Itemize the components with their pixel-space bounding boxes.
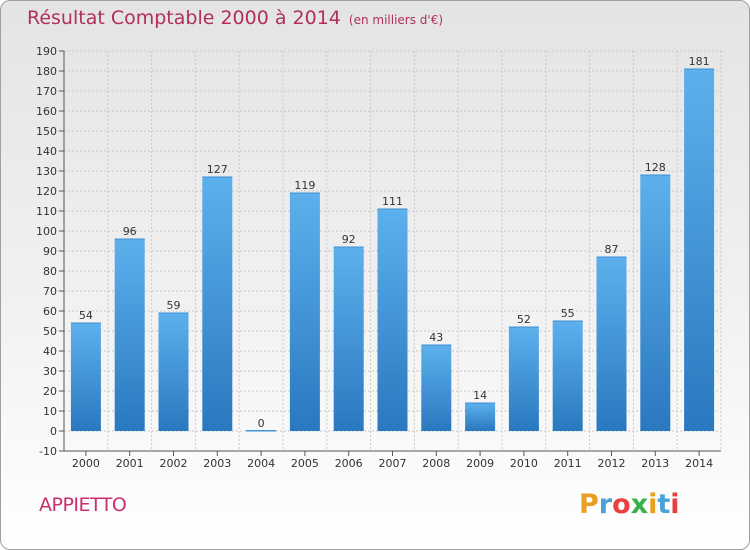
logo-letter: o bbox=[612, 489, 631, 520]
logo-letter: i bbox=[648, 489, 658, 520]
bar bbox=[114, 239, 145, 431]
bar bbox=[158, 313, 189, 431]
y-tick-label: 110 bbox=[36, 205, 57, 218]
y-tick-label: 190 bbox=[36, 45, 57, 58]
town-name: APPIETTO bbox=[39, 494, 127, 516]
x-tick-label: 2003 bbox=[203, 457, 231, 470]
data-label: 59 bbox=[167, 299, 181, 312]
y-tick-label: 150 bbox=[36, 125, 57, 138]
x-tick-label: 2014 bbox=[685, 457, 713, 470]
y-tick-label: 130 bbox=[36, 165, 57, 178]
y-tick-label: 60 bbox=[43, 305, 57, 318]
bar bbox=[684, 69, 715, 431]
data-label: 0 bbox=[258, 417, 265, 430]
bar bbox=[465, 403, 496, 431]
bar bbox=[640, 175, 671, 431]
bar bbox=[202, 177, 233, 431]
axes: -100102030405060708090100110120130140150… bbox=[36, 45, 721, 470]
bar bbox=[289, 193, 320, 431]
data-label: 128 bbox=[645, 161, 666, 174]
bar bbox=[333, 247, 364, 431]
data-label: 92 bbox=[342, 233, 356, 246]
bar bbox=[552, 321, 583, 431]
data-label: 181 bbox=[689, 55, 710, 68]
y-tick-label: 90 bbox=[43, 245, 57, 258]
logo-letter: i bbox=[670, 489, 680, 520]
logo-letter: t bbox=[657, 489, 671, 520]
bar bbox=[508, 327, 539, 431]
data-label: 111 bbox=[382, 195, 403, 208]
x-tick-label: 2000 bbox=[72, 457, 100, 470]
proxiti-logo[interactable]: Proxiti bbox=[579, 489, 680, 520]
y-tick-label: 160 bbox=[36, 105, 57, 118]
logo-letter: x bbox=[630, 489, 649, 520]
y-tick-label: 170 bbox=[36, 85, 57, 98]
logo-letter: P bbox=[579, 489, 599, 520]
data-label: 127 bbox=[207, 163, 228, 176]
subtitle-text: (en milliers d'€) bbox=[348, 13, 444, 27]
data-label: 43 bbox=[429, 331, 443, 344]
x-tick-label: 2005 bbox=[291, 457, 319, 470]
x-tick-label: 2009 bbox=[466, 457, 494, 470]
y-tick-label: 70 bbox=[43, 285, 57, 298]
data-label: 55 bbox=[561, 307, 575, 320]
x-tick-label: 2007 bbox=[379, 457, 407, 470]
data-label: 87 bbox=[605, 243, 619, 256]
title-text: Résultat Comptable 2000 à 2014 bbox=[27, 7, 341, 29]
bar bbox=[377, 209, 408, 431]
y-tick-label: 100 bbox=[36, 225, 57, 238]
x-tick-label: 2012 bbox=[598, 457, 626, 470]
y-tick-label: 30 bbox=[43, 365, 57, 378]
chart-title: Résultat Comptable 2000 à 2014 (en millie… bbox=[27, 7, 443, 29]
y-tick-label: 80 bbox=[43, 265, 57, 278]
x-tick-label: 2013 bbox=[641, 457, 669, 470]
bars bbox=[70, 68, 715, 432]
y-tick-label: 40 bbox=[43, 345, 57, 358]
y-tick-label: 140 bbox=[36, 145, 57, 158]
y-tick-label: 120 bbox=[36, 185, 57, 198]
y-tick-label: 10 bbox=[43, 405, 57, 418]
x-tick-label: 2011 bbox=[554, 457, 582, 470]
y-tick-label: 50 bbox=[43, 325, 57, 338]
x-tick-label: 2002 bbox=[160, 457, 188, 470]
bar bbox=[596, 257, 627, 431]
y-tick-label: 20 bbox=[43, 385, 57, 398]
x-tick-label: 2001 bbox=[116, 457, 144, 470]
data-label: 119 bbox=[294, 179, 315, 192]
y-tick-label: -10 bbox=[39, 445, 57, 458]
y-tick-label: 0 bbox=[50, 425, 57, 438]
bar bbox=[421, 345, 452, 431]
data-label: 52 bbox=[517, 313, 531, 326]
data-labels: 54 96 59 127 0 119 92 111 43 14 52 55 87 128 181 bbox=[79, 55, 710, 430]
x-tick-label: 2008 bbox=[422, 457, 450, 470]
data-label: 14 bbox=[473, 389, 487, 402]
data-label: 96 bbox=[123, 225, 137, 238]
x-tick-label: 2004 bbox=[247, 457, 275, 470]
logo-letter: r bbox=[598, 489, 613, 520]
x-tick-label: 2006 bbox=[335, 457, 363, 470]
y-tick-label: 180 bbox=[36, 65, 57, 78]
bar bbox=[70, 323, 101, 431]
data-label: 54 bbox=[79, 309, 93, 322]
x-tick-label: 2010 bbox=[510, 457, 538, 470]
